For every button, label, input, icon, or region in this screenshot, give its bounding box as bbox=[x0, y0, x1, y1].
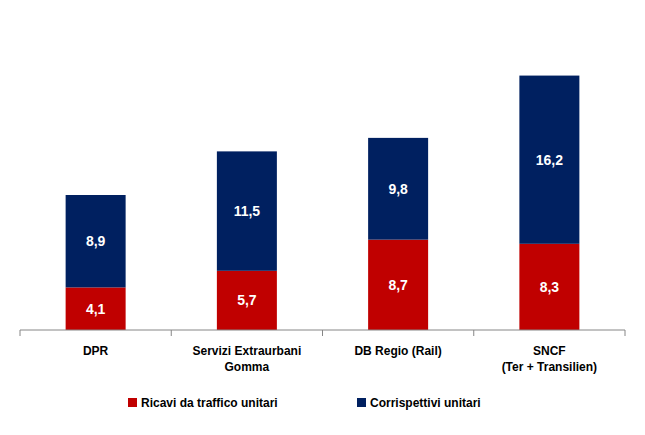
data-labels: 4,1 5,7 8,7 8,3 8,9 11,5 9,8 16,2 bbox=[86, 152, 563, 317]
bar-segment bbox=[66, 195, 126, 287]
bars bbox=[66, 76, 580, 330]
x-tick-label: SNCF (Ter + Transilien) bbox=[502, 344, 597, 374]
x-tick-label: DB Regio (Rail) bbox=[354, 344, 441, 358]
x-tick-separator bbox=[171, 330, 172, 336]
bar-segment bbox=[368, 240, 428, 330]
x-tick-label-line: DB Regio (Rail) bbox=[354, 344, 441, 358]
x-tick-label: Servizi Extraurbani Gomma bbox=[193, 344, 302, 374]
data-label: 4,1 bbox=[86, 301, 106, 317]
bar-segment bbox=[217, 271, 277, 330]
bar-segment bbox=[519, 76, 579, 244]
data-label: 8,9 bbox=[86, 233, 106, 249]
data-label: 5,7 bbox=[237, 292, 257, 308]
x-tick-separator bbox=[322, 330, 323, 336]
chart: 4,1 5,7 8,7 8,3 8,9 11,5 9,8 16,2 DPR Servizi Ext… bbox=[0, 0, 645, 435]
x-tick-separator bbox=[473, 330, 474, 336]
data-label: 9,8 bbox=[388, 181, 408, 197]
x-tick-label-line: (Ter + Transilien) bbox=[502, 360, 597, 374]
bar-segment bbox=[519, 244, 579, 330]
x-tick-separator bbox=[625, 330, 626, 336]
legend: Ricavi da traffico unitari Corrispettivi … bbox=[128, 396, 481, 410]
legend-label: Ricavi da traffico unitari bbox=[141, 396, 278, 410]
data-label: 8,3 bbox=[540, 279, 560, 295]
x-tick-label-line: Gomma bbox=[225, 360, 270, 374]
x-tick-label-line: Servizi Extraurbani bbox=[193, 344, 302, 358]
legend-swatch bbox=[128, 398, 137, 407]
bar-segment bbox=[66, 287, 126, 330]
legend-swatch bbox=[357, 398, 366, 407]
x-tick-label-line: DPR bbox=[83, 344, 109, 358]
x-tick-label-line: SNCF bbox=[533, 344, 566, 358]
x-tick-separator bbox=[20, 330, 21, 336]
legend-label: Corrispettivi unitari bbox=[370, 396, 481, 410]
bar-segment bbox=[217, 151, 277, 270]
bar-segment bbox=[368, 138, 428, 240]
data-label: 8,7 bbox=[388, 277, 408, 293]
data-label: 11,5 bbox=[234, 203, 261, 219]
x-tick-label: DPR bbox=[83, 344, 109, 358]
data-label: 16,2 bbox=[536, 152, 563, 168]
